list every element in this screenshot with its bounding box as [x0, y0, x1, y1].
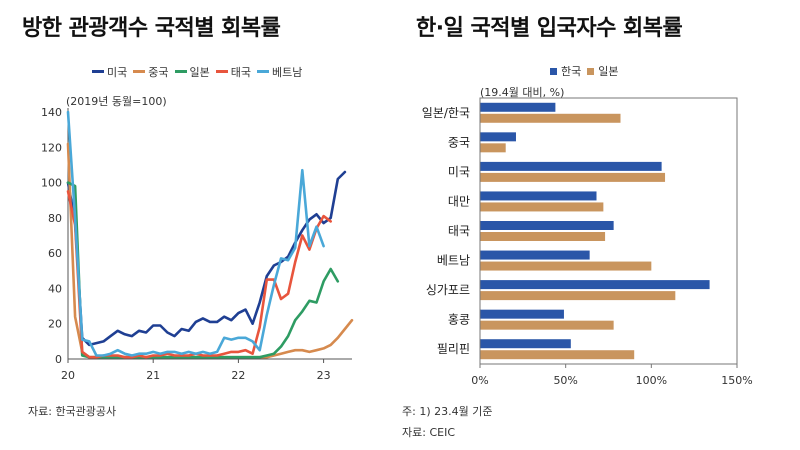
y-tick-label: 40 [48, 282, 62, 295]
legend-swatch [215, 70, 228, 73]
category-label: 대만 [448, 194, 470, 208]
y-tick-label: 20 [48, 318, 62, 331]
bar-한국 [480, 191, 597, 201]
bar-일본 [480, 143, 506, 153]
series-line-미국 [66, 170, 347, 347]
legend-swatch [587, 67, 595, 75]
bar-한국 [480, 280, 710, 290]
legend-item: 태국 [215, 64, 251, 80]
right-chart-source: 자료: CEIC [402, 426, 455, 439]
category-label: 필리핀 [437, 342, 470, 356]
category-label: 중국 [448, 135, 470, 149]
right-chart-unit-label: (19.4월 대비, %) [480, 86, 565, 99]
x-tick-label: 22 [231, 369, 245, 382]
legend-label: 일본 [598, 65, 619, 78]
bar-한국 [480, 250, 590, 260]
x-tick-label: 100% [636, 374, 667, 387]
category-label: 태국 [448, 224, 470, 238]
line-chart-plot: 0 20 40 60 80 100 120 140 20 21 22 23 [41, 106, 354, 382]
legend-item: 미국 [92, 64, 127, 80]
right-chart-footnote: 주: 1) 23.4월 기준 [402, 405, 493, 418]
bar-한국 [480, 102, 556, 112]
legend-swatch [92, 70, 104, 73]
bar-일본 [480, 320, 614, 330]
bar-일본 [480, 172, 666, 182]
legend-label: 베트남 [272, 65, 303, 79]
legend-item: 일본 [587, 63, 619, 79]
legend-item: 일본 [174, 64, 210, 80]
left-chart-source: 자료: 한국관광공사 [28, 405, 117, 418]
bar-일본 [480, 291, 676, 301]
legend-swatch [174, 70, 187, 73]
y-tick-label: 120 [41, 141, 62, 154]
legend-item: 베트남 [257, 64, 302, 80]
legend-item: 중국 [133, 64, 169, 80]
left-chart-title: 방한 관광객수 국적별 회복률 [22, 16, 281, 41]
y-tick-label: 0 [55, 353, 62, 366]
bar-일본 [480, 202, 604, 212]
legend-label: 한국 [561, 65, 582, 78]
series-line-베트남 [66, 110, 325, 357]
bar-일본 [480, 350, 635, 360]
x-tick-label: 23 [317, 369, 331, 382]
category-label: 싱가포르 [426, 283, 470, 297]
left-chart-unit-label: (2019년 동월=100) [66, 95, 167, 108]
legend-swatch [550, 67, 557, 75]
x-tick-label: 20 [61, 369, 75, 382]
bar-일본 [480, 232, 606, 241]
legend-label: 일본 [189, 65, 210, 79]
bar-일본 [480, 113, 621, 123]
x-tick-label: 21 [146, 369, 160, 382]
legend-swatch [133, 70, 146, 73]
bar-한국 [480, 161, 662, 171]
left-chart-panel: 방한 관광객수 국적별 회복률 미국 중국 일본 태국 베트남 (2019년 동월=10… [22, 16, 354, 418]
legend-label: 미국 [107, 65, 128, 79]
bar-한국 [480, 132, 516, 142]
bar-한국 [480, 309, 564, 319]
category-label: 미국 [448, 165, 470, 179]
plot-frame [479, 97, 738, 365]
bar-한국 [480, 339, 571, 349]
x-tick-label: 150% [721, 374, 752, 387]
left-chart-legend: 미국 중국 일본 태국 베트남 [92, 63, 308, 80]
category-label: 홍콩 [448, 313, 470, 327]
legend-swatch [257, 70, 269, 73]
y-tick-label: 80 [48, 212, 62, 225]
series-line-일본 [66, 181, 340, 359]
series-line-태국 [66, 190, 332, 359]
legend-item: 한국 [550, 63, 581, 79]
y-tick-label: 60 [48, 247, 62, 260]
right-chart-legend: 한국 일본 [550, 63, 625, 79]
right-chart-title: 한·일 국적별 입국자수 회복률 [416, 16, 683, 41]
y-tick-label: 100 [41, 177, 62, 190]
right-chart-panel: 한·일 국적별 입국자수 회복률 한국 일본 (19.4월 대비, %) 일본/한… [400, 0, 800, 450]
category-label: 베트남 [437, 254, 470, 268]
y-tick-label: 140 [41, 106, 62, 119]
category-label: 일본/한국 [422, 106, 470, 120]
legend-label: 태국 [230, 65, 251, 79]
legend-label: 중국 [148, 65, 169, 79]
x-tick-label: 0% [471, 374, 488, 387]
x-tick-label: 50% [553, 374, 577, 387]
bar-한국 [480, 221, 614, 230]
bar-일본 [480, 261, 652, 271]
